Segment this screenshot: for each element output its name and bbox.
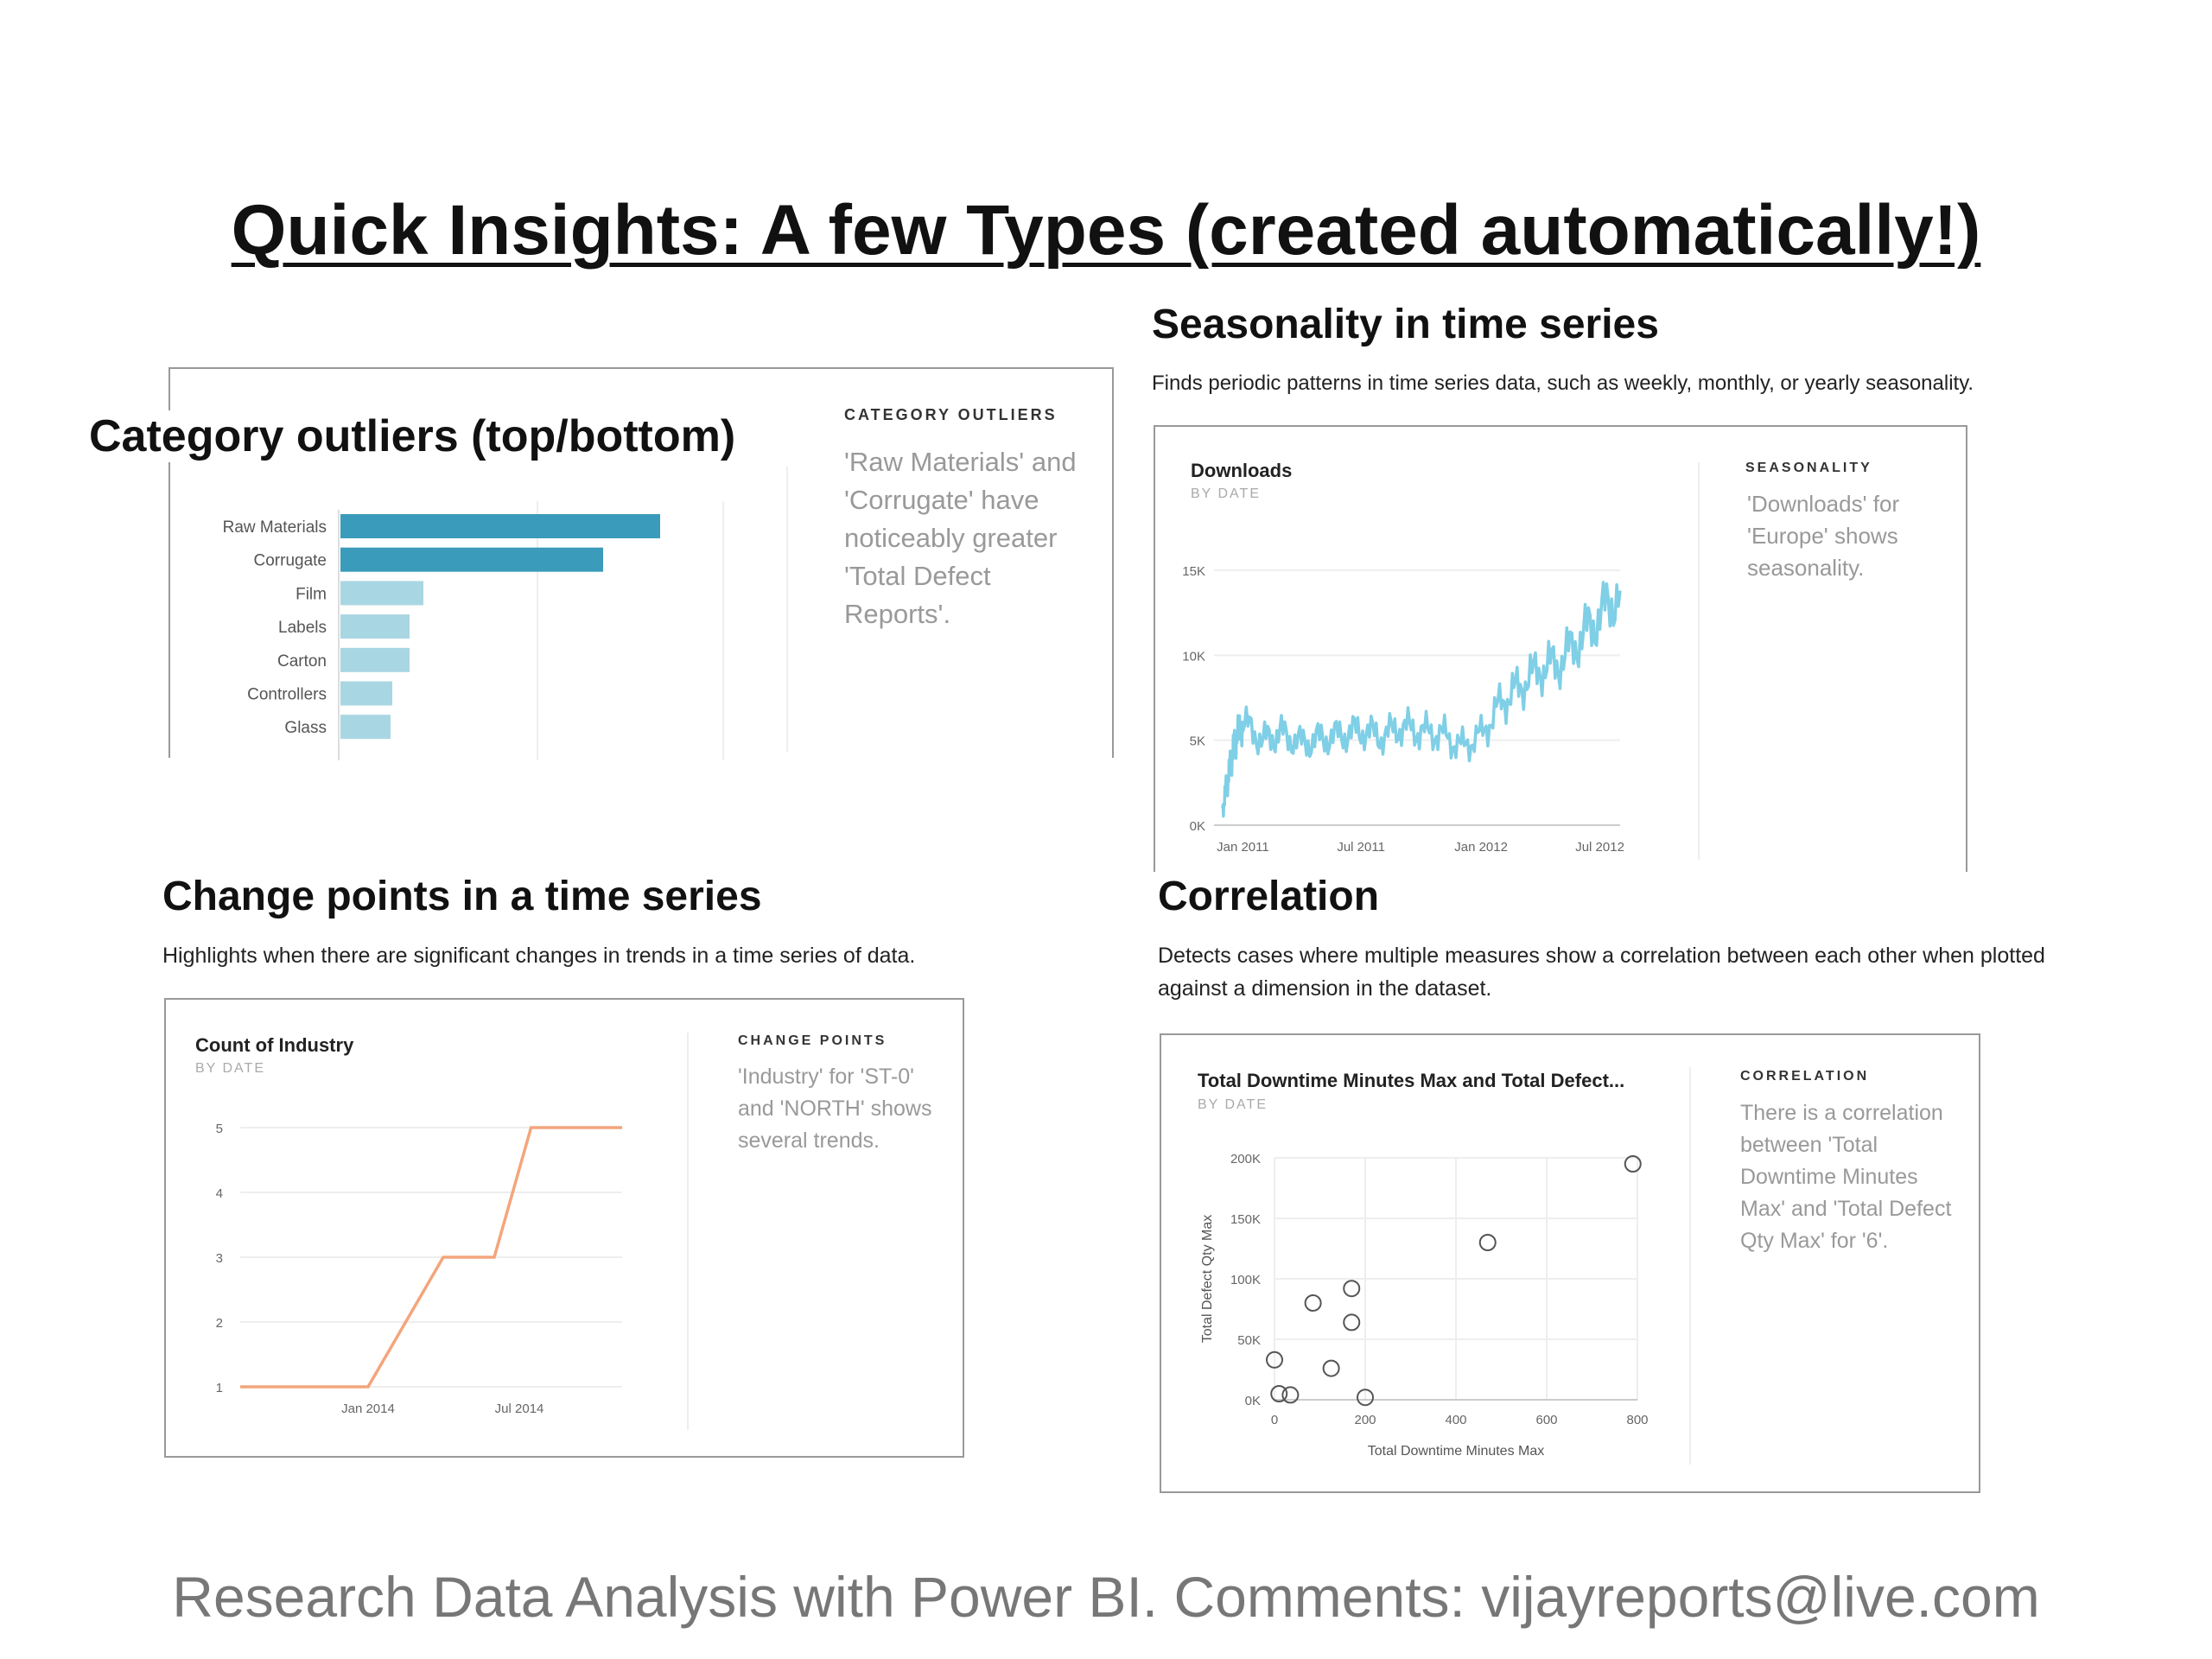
- change-y-tick: 3: [216, 1251, 223, 1266]
- correlation-chart-title: Total Downtime Minutes Max and Total Def…: [1198, 1070, 1625, 1091]
- correlation-chart-subtitle: BY DATE: [1198, 1097, 1268, 1112]
- season-y-tick: 15K: [1182, 564, 1205, 579]
- correlation-description: Detects cases where multiple measures sh…: [1158, 944, 2045, 1001]
- seasonality-insight-label: SEASONALITY: [1745, 461, 1872, 475]
- category-outliers-insight-label: CATEGORY OUTLIERS: [844, 406, 1058, 423]
- seasonality-card: [1154, 425, 1967, 872]
- season-x-tick: Jan 2012: [1454, 840, 1508, 855]
- scatter-point: [1322, 1359, 1340, 1377]
- seasonality-insight-text: 'Downloads' for 'Europe' shows seasonali…: [1747, 491, 1900, 581]
- bar-category-label: Carton: [277, 652, 327, 671]
- change-points-insight-text: 'Industry' for 'ST-0' and 'NORTH' shows …: [738, 1065, 932, 1153]
- change-y-tick: 5: [216, 1122, 223, 1136]
- correlation-chart: 0K 50K 100K 150K 200K 0 200 400 600 800 Total Down…: [1200, 1152, 1649, 1459]
- change-points-chart-subtitle: BY DATE: [195, 1061, 265, 1076]
- correlation-divider: [1689, 1067, 1691, 1465]
- bar-mark: [340, 514, 660, 538]
- change-x-tick: Jan 2014: [341, 1402, 395, 1416]
- bar-category-label: Raw Materials: [223, 518, 327, 537]
- change-y-tick: 1: [216, 1381, 223, 1395]
- correlation-card: [1160, 1033, 1980, 1493]
- change-y-tick: 4: [216, 1186, 223, 1201]
- bar-category-label: Labels: [278, 619, 327, 637]
- scatter-point: [1343, 1313, 1361, 1332]
- scatter-point: [1304, 1294, 1322, 1312]
- scatter-y-tick: 150K: [1230, 1212, 1261, 1227]
- scatter-x-axis-label: Total Downtime Minutes Max: [1368, 1444, 1545, 1459]
- scatter-x-tick: 400: [1445, 1413, 1466, 1427]
- bar-mark: [340, 614, 410, 639]
- correlation-insight-label: CORRELATION: [1740, 1069, 1870, 1084]
- bar-mark: [340, 681, 392, 706]
- scatter-point: [1343, 1280, 1361, 1298]
- bar-mark: [340, 581, 423, 606]
- bar-mark: [340, 647, 410, 672]
- scatter-x-tick: 600: [1535, 1413, 1557, 1427]
- scatter-y-tick: 100K: [1230, 1273, 1261, 1287]
- scatter-x-tick: 200: [1354, 1413, 1376, 1427]
- category-outliers-insight-text: 'Raw Materials' and 'Corrugate' have not…: [844, 447, 1077, 629]
- change-points-chart-title: Count of Industry: [195, 1034, 354, 1056]
- scatter-point: [1266, 1351, 1283, 1369]
- scatter-point: [1357, 1389, 1374, 1407]
- season-y-tick: 5K: [1190, 734, 1205, 749]
- seasonality-title: Seasonality in time series: [1152, 302, 1659, 347]
- correlation-title: Correlation: [1158, 874, 1380, 919]
- slide-footer: Research Data Analysis with Power BI. Co…: [172, 1565, 2040, 1629]
- scatter-x-tick: 800: [1626, 1413, 1648, 1427]
- scatter-y-tick: 50K: [1237, 1333, 1261, 1348]
- season-y-tick: 0K: [1190, 819, 1205, 834]
- slide-title: Quick Insights: A few Types (created aut…: [231, 191, 1981, 270]
- bar-mark: [340, 715, 391, 740]
- seasonality-chart-subtitle: BY DATE: [1191, 486, 1261, 501]
- change-points-title: Change points in a time series: [162, 874, 762, 919]
- change-y-tick: 2: [216, 1316, 223, 1331]
- category-outliers-chart: Raw Materials Corrugate Film Labels Carton Co…: [223, 501, 724, 760]
- correlation-insight-text: There is a correlation between 'Total Do…: [1740, 1101, 1952, 1253]
- scatter-x-tick: 0: [1271, 1413, 1278, 1427]
- bar-category-label: Corrugate: [254, 552, 327, 570]
- scatter-y-tick: 0K: [1245, 1394, 1261, 1408]
- change-series-line: [240, 1126, 622, 1389]
- bar-category-label: Glass: [284, 719, 327, 737]
- category-outliers-title: Category outliers (top/bottom): [89, 410, 743, 462]
- season-y-tick: 10K: [1182, 649, 1205, 664]
- seasonality-divider: [1698, 462, 1700, 860]
- scatter-y-axis-label: Total Defect Qty Max: [1200, 1215, 1215, 1344]
- change-points-insight-label: CHANGE POINTS: [738, 1033, 887, 1048]
- scatter-point: [1270, 1385, 1288, 1402]
- bar-category-label: Controllers: [247, 686, 327, 704]
- change-x-tick: Jul 2014: [495, 1402, 544, 1416]
- scatter-point: [1624, 1155, 1642, 1173]
- season-series-line: [1221, 581, 1622, 818]
- season-x-tick: Jan 2011: [1217, 840, 1269, 855]
- scatter-y-tick: 200K: [1230, 1152, 1261, 1166]
- bar-mark: [340, 547, 603, 572]
- scatter-point: [1478, 1234, 1497, 1251]
- seasonality-chart: 0K 5K 10K 15K Jan 2011 Jul 2011 Jan 2012 Jul 20…: [1182, 564, 1624, 855]
- category-outliers-divider: [786, 467, 788, 752]
- bar-category-label: Film: [296, 585, 327, 603]
- season-x-tick: Jul 2011: [1337, 840, 1385, 855]
- scatter-point: [1281, 1386, 1300, 1404]
- seasonality-description: Finds periodic patterns in time series d…: [1152, 372, 1974, 395]
- change-points-chart: 1 2 3 4 5 Jan 2014 Jul 2014: [216, 1122, 622, 1416]
- change-points-divider: [687, 1033, 689, 1430]
- change-points-description: Highlights when there are significant ch…: [162, 944, 916, 968]
- season-x-tick: Jul 2012: [1575, 840, 1624, 855]
- change-points-card: [164, 998, 964, 1458]
- seasonality-chart-title: Downloads: [1191, 460, 1293, 481]
